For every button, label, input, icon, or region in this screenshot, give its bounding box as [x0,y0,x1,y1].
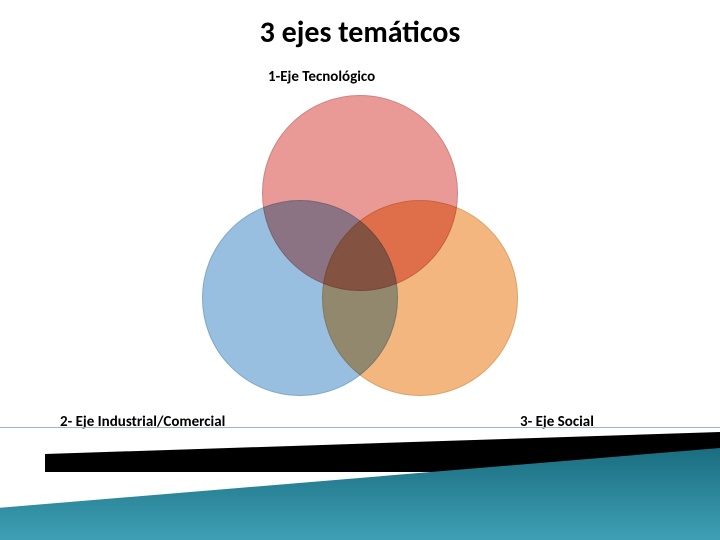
footer-teal-wedge [0,448,720,540]
footer-divider-line [0,427,720,428]
label-left: 2- Eje Industrial/Comercial [60,413,225,431]
page-title: 3 ejes temáticos [0,14,720,51]
venn-circle-right [322,200,518,396]
label-top: 1-Eje Tecnológico [268,68,375,86]
label-right: 3- Eje Social [520,413,594,431]
